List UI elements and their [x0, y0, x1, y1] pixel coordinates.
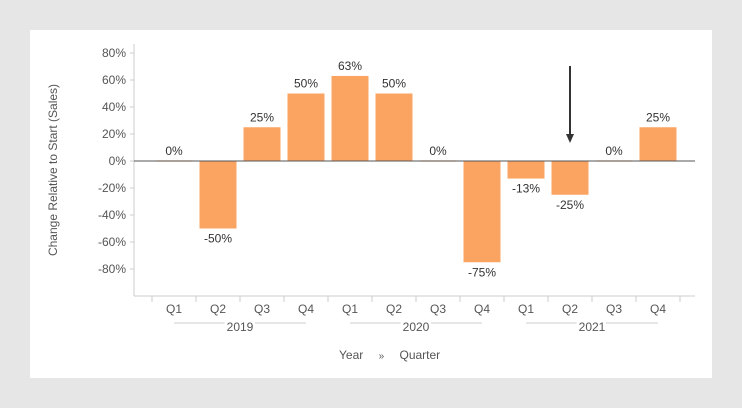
x-tick-label: Q4 — [298, 302, 314, 316]
x-tick-label: Q2 — [386, 302, 402, 316]
data-label: 63% — [338, 59, 362, 73]
data-label: 50% — [382, 77, 406, 91]
y-tick-label: -20% — [98, 181, 126, 195]
x-tick-label: Q1 — [166, 302, 182, 316]
data-label: -25% — [556, 198, 584, 212]
x-tick-label: Q3 — [430, 302, 446, 316]
x-axis-title-year: Year — [339, 348, 364, 362]
y-tick-label: 80% — [102, 46, 126, 60]
x-group-label: 2019 — [227, 320, 254, 334]
y-tick-label: 60% — [102, 73, 126, 87]
x-axis-title-separator: » — [378, 351, 385, 362]
y-tick-label: -40% — [98, 208, 126, 222]
data-label: 25% — [646, 110, 670, 124]
data-label: 50% — [294, 77, 318, 91]
x-group-label: 2021 — [579, 320, 606, 334]
y-tick-label: 0% — [109, 154, 127, 168]
data-label: -13% — [512, 182, 540, 196]
bar — [551, 161, 589, 195]
x-tick-label: Q2 — [210, 302, 226, 316]
y-tick-label: -60% — [98, 235, 126, 249]
bar — [507, 161, 545, 179]
data-label: -75% — [468, 265, 496, 279]
data-label: 25% — [250, 110, 274, 124]
x-axis-title: Year » Quarter — [339, 348, 440, 362]
annotation-arrow-head — [566, 134, 574, 143]
x-tick-label: Q4 — [474, 302, 490, 316]
x-tick-label: Q4 — [650, 302, 666, 316]
x-tick-label: Q3 — [606, 302, 622, 316]
bar — [331, 75, 369, 161]
bar — [243, 127, 281, 161]
bar-chart: 80% 60% 40% 20% 0% -20% -40% -60% -80% Change Rel… — [46, 44, 695, 337]
y-tick-label: 40% — [102, 100, 126, 114]
data-label: 0% — [429, 144, 447, 158]
data-label: 0% — [605, 144, 623, 158]
x-axis-title-quarter: Quarter — [399, 348, 441, 362]
x-group-label: 2020 — [403, 320, 430, 334]
y-tick-label: -80% — [98, 262, 126, 276]
bar — [287, 93, 325, 161]
bar — [639, 127, 677, 161]
x-tick-label: Q1 — [518, 302, 534, 316]
y-tick-label: 20% — [102, 127, 126, 141]
data-label: 0% — [165, 144, 183, 158]
bar — [199, 161, 237, 229]
y-axis-title: Change Relative to Start (Sales) — [46, 84, 60, 256]
bar — [375, 93, 413, 161]
x-tick-label: Q2 — [562, 302, 578, 316]
chart-panel: 80% 60% 40% 20% 0% -20% -40% -60% -80% Change Rel… — [30, 30, 712, 378]
x-tick-label: Q3 — [254, 302, 270, 316]
data-label: -50% — [204, 232, 232, 246]
x-tick-label: Q1 — [342, 302, 358, 316]
bar — [463, 161, 501, 263]
